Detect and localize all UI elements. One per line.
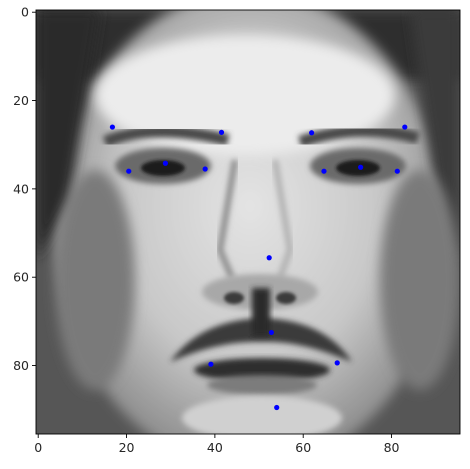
x-tick: 0 bbox=[34, 434, 42, 455]
y-tick: 80 bbox=[13, 358, 36, 373]
y-tick: 20 bbox=[13, 93, 36, 108]
x-tick-label: 40 bbox=[207, 440, 223, 455]
x-tick-label: 20 bbox=[119, 440, 135, 455]
y-axis: 0 20 40 60 80 bbox=[13, 5, 36, 373]
keypoint-marker bbox=[266, 255, 272, 261]
keypoint-marker bbox=[109, 124, 116, 130]
keypoint-marker bbox=[202, 166, 208, 172]
keypoint-marker bbox=[358, 164, 364, 170]
y-tick: 60 bbox=[13, 270, 36, 285]
keypoint-marker bbox=[274, 404, 280, 411]
y-tick-label: 0 bbox=[21, 5, 29, 20]
y-tick-label: 40 bbox=[13, 181, 29, 196]
x-tick: 20 bbox=[119, 434, 135, 455]
x-axis: 0 20 40 60 80 bbox=[34, 434, 400, 455]
x-tick-label: 60 bbox=[295, 440, 311, 455]
y-tick-label: 60 bbox=[13, 270, 29, 285]
keypoint-marker bbox=[268, 329, 275, 336]
x-tick: 60 bbox=[295, 434, 311, 455]
keypoint-marker bbox=[394, 168, 400, 174]
keypoint-marker bbox=[162, 160, 169, 166]
x-tick-label: 80 bbox=[384, 440, 400, 455]
y-tick-label: 80 bbox=[13, 358, 29, 373]
y-tick: 40 bbox=[13, 181, 36, 196]
keypoint-marker bbox=[218, 129, 225, 135]
keypoint-series bbox=[109, 124, 408, 411]
keypoint-marker bbox=[208, 361, 214, 367]
keypoint-marker bbox=[334, 360, 340, 366]
y-tick: 0 bbox=[21, 5, 36, 20]
face-image bbox=[36, 10, 460, 434]
keypoint-marker bbox=[321, 168, 327, 174]
y-tick-label: 20 bbox=[13, 93, 29, 108]
plot-area-frame bbox=[35, 9, 461, 435]
keypoint-marker bbox=[126, 168, 132, 174]
x-tick: 40 bbox=[207, 434, 223, 455]
keypoint-marker bbox=[309, 130, 315, 136]
keypoint-marker bbox=[402, 124, 408, 130]
x-tick-label: 0 bbox=[34, 440, 42, 455]
x-tick: 80 bbox=[384, 434, 400, 455]
